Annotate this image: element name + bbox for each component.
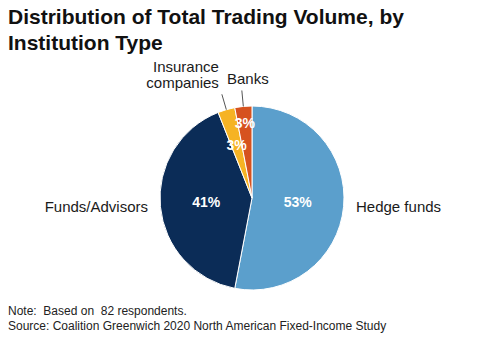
html-text:Source: Coalition Greenwich 20: Source: Coalition Greenwich 2020 North A…	[8, 319, 387, 333]
svg-text:3%: 3%	[226, 137, 247, 153]
svg-text:3%: 3%	[235, 115, 256, 131]
svg-text:Funds/Advisors: Funds/Advisors	[45, 198, 148, 215]
svg-text:Banks: Banks	[227, 70, 269, 87]
svg-text:Insurancecompanies: Insurancecompanies	[146, 60, 219, 91]
html-text:Distribution of Total Trading: Distribution of Total Trading Volume, by…	[8, 5, 404, 54]
svg-text:53%: 53%	[284, 194, 313, 210]
svg-text:41%: 41%	[192, 194, 221, 210]
html-text:Note: Based on 82 respondents.: Note: Based on 82 respondents.	[8, 304, 187, 318]
svg-text:Hedge funds: Hedge funds	[356, 198, 441, 215]
